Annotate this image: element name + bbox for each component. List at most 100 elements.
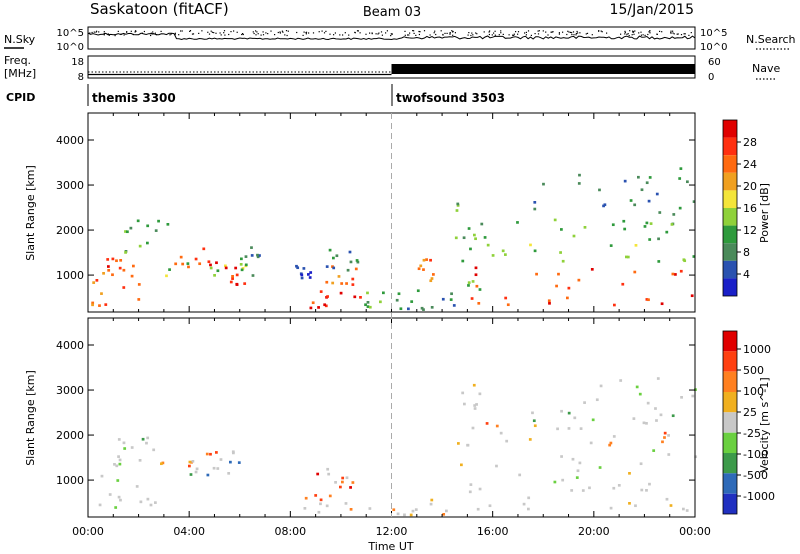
scatter-cell (122, 268, 126, 272)
scatter-cell (149, 503, 153, 507)
xtick-label: 08:00 (274, 525, 306, 538)
scatter-cell (165, 274, 168, 278)
nsearch-dot (642, 34, 644, 36)
nsearch-dot (475, 32, 477, 34)
nsearch-dot (333, 34, 335, 36)
colorbar-tick-label: 20 (743, 180, 757, 193)
nsearch-dot (198, 32, 200, 34)
scatter-cell (626, 255, 630, 259)
scatter-cell (356, 260, 360, 264)
nsearch-dot (558, 33, 560, 35)
colorbar-swatch (723, 225, 737, 244)
nsearch-dot (449, 32, 451, 34)
nsearch-dot (192, 33, 195, 35)
scatter-cell (395, 298, 399, 302)
scatter-cell (198, 262, 202, 266)
nsearch-dot (513, 34, 515, 36)
nsearch-dot (547, 34, 549, 36)
scatter-cell (425, 258, 428, 261)
nsearch-dot (440, 30, 442, 32)
scatter-cell (154, 229, 158, 232)
scatter-cell (132, 264, 135, 268)
scatter-cell (527, 507, 530, 511)
scatter-cell (187, 265, 190, 269)
scatter-cell (188, 460, 192, 464)
scatter-cell (518, 473, 522, 477)
scatter-cell (654, 407, 657, 410)
ytick-label: 3000 (56, 179, 84, 192)
scatter-cell (623, 227, 627, 231)
scatter-cell (130, 446, 134, 449)
nsearch-dot (160, 30, 162, 32)
scatter-cell (189, 473, 193, 476)
velocity-ylabel: Slant Range [km] (24, 370, 37, 466)
colorbar-swatch (723, 278, 737, 296)
scatter-cell (599, 384, 603, 388)
scatter-cell (570, 489, 574, 492)
scatter-cell (161, 461, 165, 465)
scatter-cell (478, 392, 482, 396)
nsearch-dot (491, 34, 493, 36)
scatter-cell (679, 167, 683, 170)
cpid-strip: themis 3300 twofsound 3503 (87, 84, 505, 106)
scatter-cell (486, 243, 490, 247)
scatter-cell (635, 385, 639, 389)
scatter-cell (679, 269, 683, 273)
scatter-cell (244, 263, 248, 267)
nsearch-dot (525, 34, 527, 36)
scatter-cell (414, 508, 418, 511)
nsearch-dot (385, 32, 387, 34)
nsearch-dot (633, 31, 635, 33)
scatter-cell (323, 303, 327, 307)
colorbar-tick-label: -25 (743, 427, 761, 440)
nsearch-dot (277, 31, 279, 34)
nsearch-tick-top: 10^5 (700, 28, 727, 39)
scatter-cell (467, 227, 471, 230)
scatter-cell (572, 234, 576, 238)
scatter-cell (137, 283, 141, 286)
scatter-cell (219, 458, 223, 461)
scatter-cell (124, 230, 127, 233)
scatter-cell (351, 481, 355, 484)
nsearch-dot (178, 34, 180, 36)
scatter-cell (355, 259, 359, 262)
scatter-cell (613, 303, 616, 307)
nsearch-dot (624, 33, 626, 35)
scatter-cell (309, 306, 313, 310)
nsearch-dot (632, 30, 634, 32)
scatter-cell (612, 435, 616, 438)
scatter-cell (655, 419, 658, 422)
scatter-cell (410, 300, 414, 303)
nsky-trace (87, 30, 696, 41)
velocity-colorbar-label: Velocity [m s^-1] (758, 377, 771, 472)
scatter-cell (634, 504, 637, 508)
nsearch-dot (680, 34, 683, 36)
nsearch-dot (150, 32, 152, 34)
nsearch-dot (256, 31, 258, 33)
scatter-cell (106, 258, 110, 261)
scatter-cell (91, 303, 94, 307)
scatter-cell (629, 199, 633, 202)
scatter-cell (528, 438, 532, 441)
scatter-cell (621, 282, 625, 286)
colorbar-swatch (723, 243, 737, 261)
scatter-cell (663, 436, 666, 439)
scatter-cell (422, 258, 426, 262)
nsearch-dot (174, 32, 176, 34)
nsearch-dot (242, 33, 244, 36)
colorbar-tick-label: -100 (743, 448, 768, 461)
scatter-cell (364, 303, 367, 307)
scatter-cell (456, 202, 460, 206)
nsearch-dot (108, 34, 110, 36)
nsearch-dot (601, 31, 603, 33)
scatter-cell (117, 455, 120, 458)
scatter-cell (416, 289, 420, 293)
scatter-cell (657, 260, 661, 263)
nsky-tick-bottom: 10^0 (57, 42, 84, 53)
scatter-cell (325, 504, 329, 508)
scatter-cell (339, 485, 342, 489)
scatter-cell (682, 258, 686, 262)
scatter-cell (152, 448, 156, 452)
nsearch-dot (260, 34, 262, 36)
time-axis-label: Time UT (367, 540, 413, 553)
